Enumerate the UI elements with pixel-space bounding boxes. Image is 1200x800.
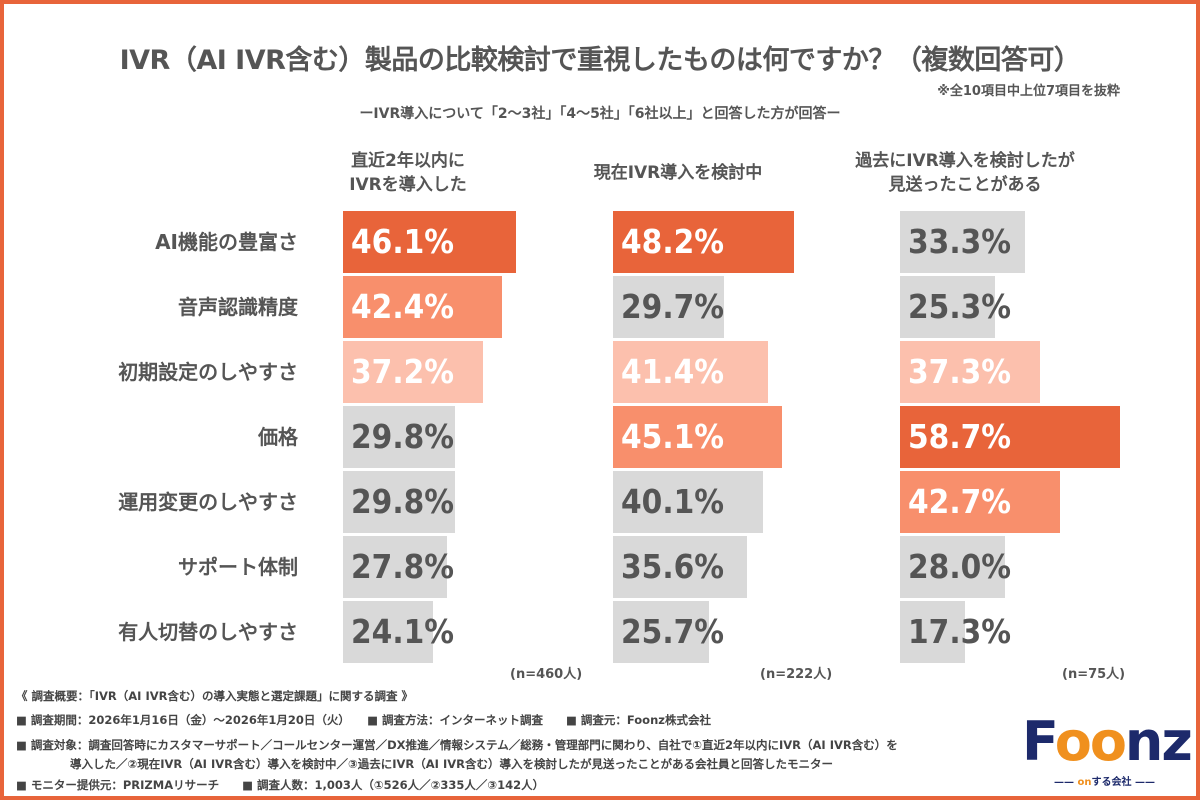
data-label: 25.7% xyxy=(621,612,724,651)
footer-line: ■ 調査対象：調査回答時にカスタマーサポート／コールセンター運営／DX推進／情報… xyxy=(16,738,898,752)
data-label: 29.7% xyxy=(621,287,724,326)
bar xyxy=(900,471,1061,533)
footer-line: ■ モニター提供元：PRIZMAリサーチ ■ 調査人数：1,003人（①526人… xyxy=(16,778,545,792)
data-label: 45.1% xyxy=(621,417,724,456)
bar xyxy=(613,276,725,338)
data-label: 29.8% xyxy=(351,482,454,521)
data-label: 37.3% xyxy=(908,352,1011,391)
bar xyxy=(343,341,483,403)
bar xyxy=(343,536,448,598)
bar xyxy=(343,276,502,338)
bar xyxy=(900,341,1040,403)
category-label: サポート体制 xyxy=(178,555,298,579)
bar xyxy=(900,406,1121,468)
sample-size: (n=75人) xyxy=(1062,667,1126,682)
chart-subtitle: ーIVR導入について「2〜3社」「4〜5社」「6社以上」と回答した方が回答ー xyxy=(359,106,841,122)
category-label: 音声認識精度 xyxy=(178,295,298,319)
bar xyxy=(613,341,769,403)
bar xyxy=(343,211,516,273)
category-label: 初期設定のしやすさ xyxy=(118,360,298,384)
category-label: 価格 xyxy=(258,425,298,449)
data-label: 42.4% xyxy=(351,287,454,326)
bar xyxy=(613,601,710,663)
bar xyxy=(900,211,1025,273)
bar xyxy=(900,536,1005,598)
data-label: 29.8% xyxy=(351,417,454,456)
data-label: 42.7% xyxy=(908,482,1011,521)
data-label: 37.2% xyxy=(351,352,454,391)
bar xyxy=(613,536,747,598)
bar xyxy=(343,471,455,533)
chart-title: IVR（AI IVR含む）製品の比較検討で重視したものは何ですか？（複数回答可） xyxy=(119,45,1081,76)
bar xyxy=(613,211,794,273)
bar xyxy=(343,601,434,663)
data-label: 40.1% xyxy=(621,482,724,521)
foonz-logo: Foonz —— onする会社 —— xyxy=(1022,710,1193,789)
bar xyxy=(900,601,965,663)
footer-line: 導入した／②現在IVR（AI IVR含む）導入を検討中／③過去にIVR（AI I… xyxy=(70,757,833,771)
panel-header: 現在IVR導入を検討中 xyxy=(593,163,763,183)
bar xyxy=(613,471,764,533)
category-label: 運用変更のしやすさ xyxy=(118,490,298,514)
data-label: 27.8% xyxy=(351,547,454,586)
category-label: AI機能の豊富さ xyxy=(155,230,298,254)
data-label: 28.0% xyxy=(908,547,1011,586)
sample-size: (n=460人) xyxy=(510,667,583,682)
chart-note: ※全10項目中上位7項目を抜粋 xyxy=(937,84,1120,99)
data-label: 48.2% xyxy=(621,222,724,261)
data-label: 33.3% xyxy=(908,222,1011,261)
data-label: 46.1% xyxy=(351,222,454,261)
bar xyxy=(343,406,455,468)
sample-size: (n=222人) xyxy=(760,667,833,682)
data-label: 58.7% xyxy=(908,417,1011,456)
panel-header: 過去にIVR導入を検討したが 見送ったことがある xyxy=(855,151,1075,195)
data-label: 25.3% xyxy=(908,287,1011,326)
panel-header: 直近2年以内に IVRを導入した xyxy=(349,151,467,195)
data-label: 17.3% xyxy=(908,612,1011,651)
data-label: 35.6% xyxy=(621,547,724,586)
data-label: 24.1% xyxy=(351,612,454,651)
bar xyxy=(900,276,995,338)
data-label: 41.4% xyxy=(621,352,724,391)
bar xyxy=(613,406,783,468)
footer-line: 《 調査概要：「IVR（AI IVR含む）の導入実態と選定課題」に関する調査 》 xyxy=(16,689,414,703)
footer-line: ■ 調査期間：2026年1月16日（金）〜2026年1月20日（火） ■ 調査方… xyxy=(16,713,711,727)
category-label: 有人切替のしやすさ xyxy=(118,620,298,644)
